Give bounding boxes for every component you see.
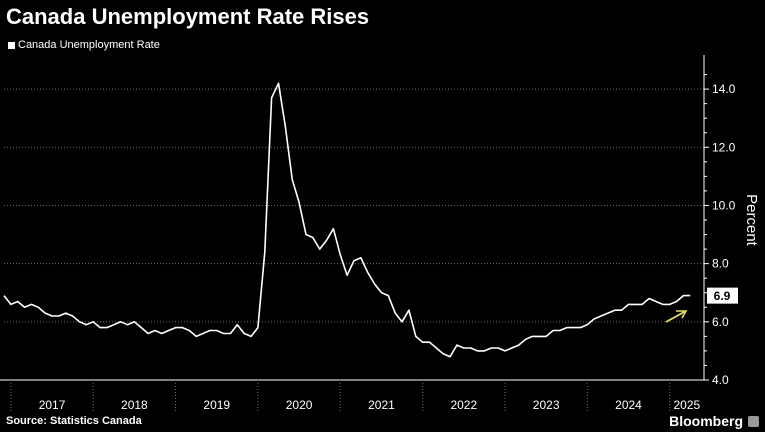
x-tick-label: 2017 [39, 398, 66, 412]
x-tick-label: 2020 [286, 398, 313, 412]
grid [4, 88, 704, 381]
last-value-box [707, 287, 738, 304]
y-tick-label: 12.0 [712, 140, 736, 154]
y-tick-label: 10.0 [712, 198, 736, 212]
footer: Source: Statistics Canada Bloomberg [0, 413, 765, 432]
legend: Canada Unemployment Rate [8, 39, 160, 51]
y-tick-label: 6.0 [712, 315, 729, 329]
annotations: 6.9 [665, 287, 738, 323]
last-value-label: 6.9 [714, 289, 731, 303]
legend-swatch [8, 41, 15, 49]
chart-title: Canada Unemployment Rate Rises [6, 4, 370, 29]
source-note: Source: Statistics Canada [6, 415, 142, 427]
series-line [3, 82, 691, 358]
x-tick-label: 2018 [121, 398, 148, 412]
y-tick-label: 4.0 [712, 373, 729, 387]
x-tick-label: 2024 [615, 398, 642, 412]
x-tick-label: 2023 [533, 398, 560, 412]
x-tick-label: 2021 [368, 398, 395, 412]
arrow-head-icon [676, 310, 688, 319]
y-tick-label: 8.0 [712, 257, 729, 271]
legend-label: Canada Unemployment Rate [18, 39, 160, 51]
x-tick-label: 2022 [450, 398, 477, 412]
series-group [3, 82, 691, 358]
y-tick-label: 14.0 [712, 82, 736, 96]
x-axis: 2017 2018 2019 2020 2021 2022 2023 2024 2025 [0, 379, 704, 413]
y-axis: 4.0 6.0 8.0 10.0 12.0 14.0 [703, 55, 736, 387]
brand-logo: Bloomberg [669, 413, 743, 429]
arrow-icon [665, 311, 685, 323]
y-axis-title: Percent [743, 194, 760, 247]
x-tick-label: 2025 [673, 398, 700, 412]
x-tick-label: 2019 [203, 398, 230, 412]
brand-mark-icon [748, 416, 759, 427]
